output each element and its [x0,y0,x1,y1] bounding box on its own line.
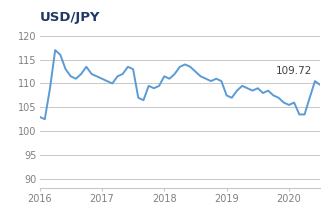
Text: 109.72: 109.72 [276,66,312,76]
Text: USD/JPY: USD/JPY [40,11,100,24]
